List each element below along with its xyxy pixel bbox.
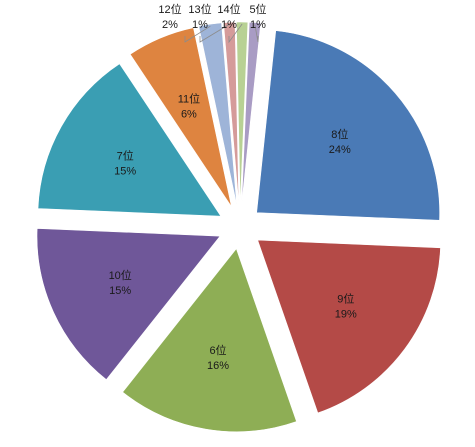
- slice-percent-label: 1%: [221, 19, 237, 31]
- slice-category-label: 10位: [109, 268, 132, 282]
- slice-percent-label: 19%: [335, 309, 357, 321]
- pie-slice: [257, 239, 441, 414]
- slice-category-label: 14位: [217, 2, 240, 16]
- slice-category-label: 13位: [188, 2, 211, 16]
- slice-category-label: 8位: [331, 127, 348, 141]
- pie-slice: [256, 30, 440, 221]
- slice-percent-label: 6%: [181, 109, 197, 121]
- slice-category-label: 5位: [249, 2, 266, 16]
- slice-category-label: 12位: [158, 2, 181, 16]
- slice-percent-label: 2%: [162, 19, 178, 31]
- slice-percent-label: 16%: [207, 360, 229, 372]
- slice-category-label: 6位: [209, 343, 226, 357]
- slice-percent-label: 24%: [329, 144, 351, 156]
- pie-slice: [236, 21, 249, 206]
- slice-percent-label: 15%: [114, 165, 136, 177]
- pie-slice: [223, 21, 240, 206]
- leader-line: [184, 25, 211, 43]
- pie-slice: [129, 27, 232, 207]
- leader-line: [254, 24, 259, 43]
- slice-percent-label: 1%: [192, 19, 208, 31]
- leader-line: [228, 23, 243, 44]
- slice-category-label: 11位: [178, 92, 200, 106]
- pie-slice: [122, 248, 297, 432]
- pie-slice: [241, 21, 262, 206]
- slice-percent-label: 15%: [109, 285, 131, 297]
- pie-slice: [36, 228, 221, 380]
- leader-line: [199, 23, 230, 43]
- slice-category-label: 9位: [337, 292, 354, 306]
- slice-percent-label: 1%: [250, 19, 266, 31]
- pie-slice: [198, 22, 238, 206]
- pie-slice: [37, 63, 222, 217]
- slice-category-label: 7位: [117, 148, 134, 162]
